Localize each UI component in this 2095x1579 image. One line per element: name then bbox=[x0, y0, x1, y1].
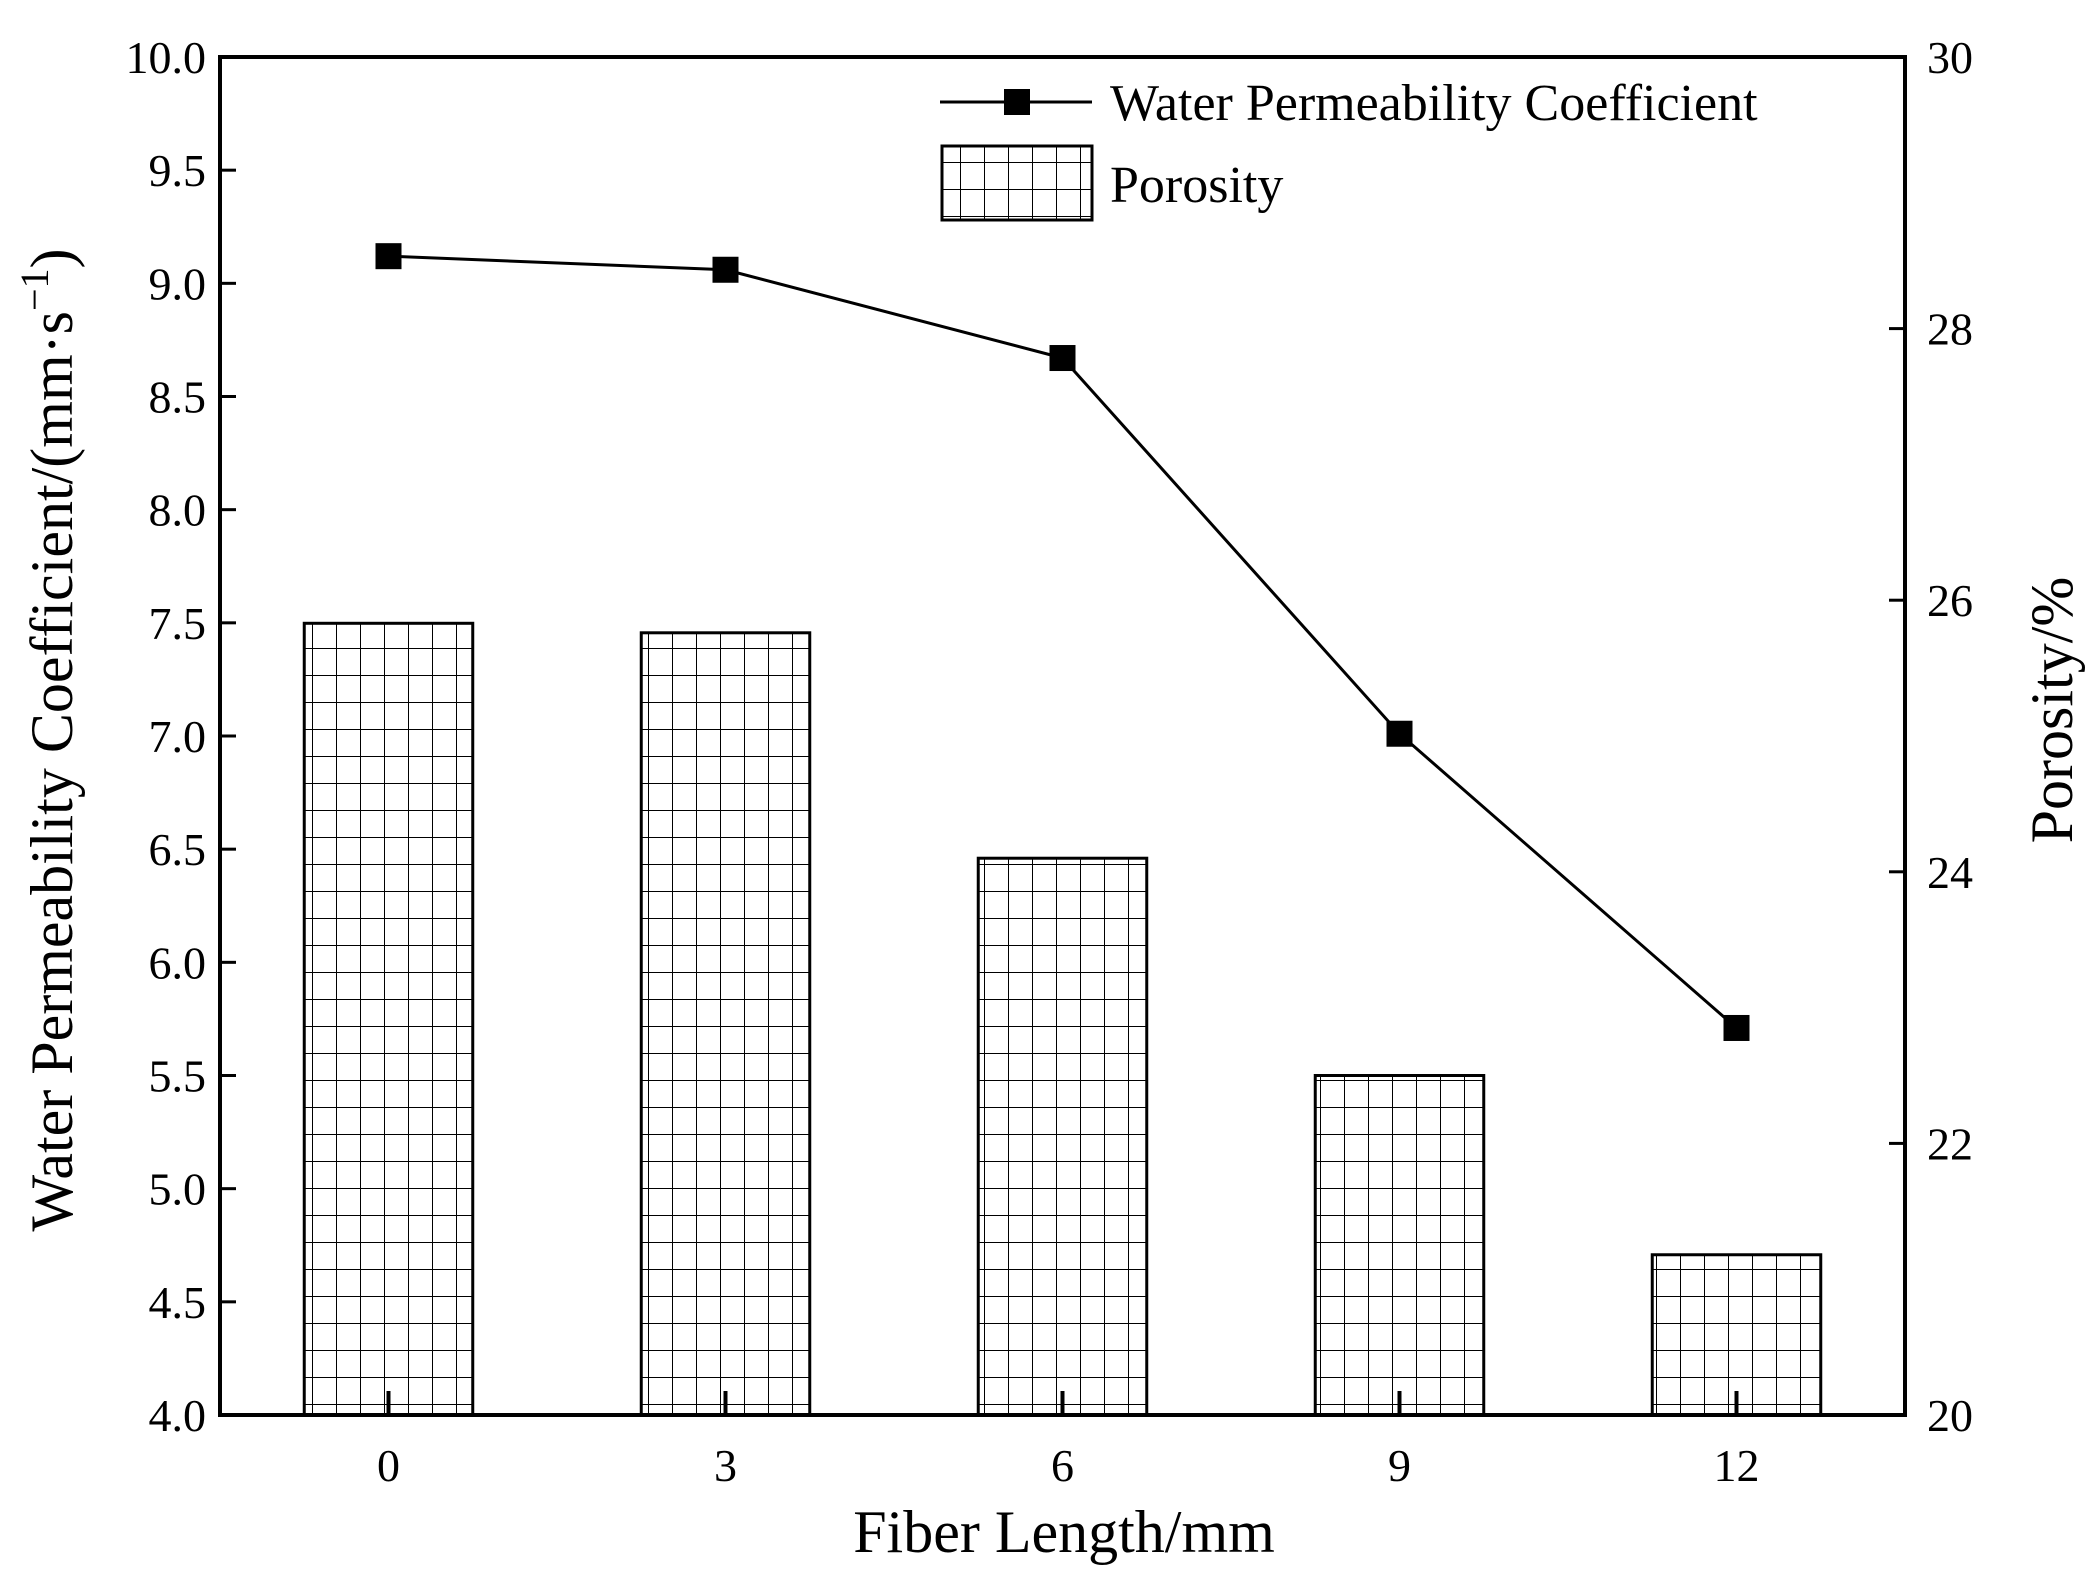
right-tick-label-30: 30 bbox=[1927, 32, 1973, 83]
porosity-bar-3 bbox=[639, 631, 812, 1417]
porosity-bars bbox=[302, 621, 1823, 1417]
left-tick-label-10.0: 10.0 bbox=[126, 32, 207, 83]
porosity-bar-12 bbox=[1650, 1253, 1823, 1417]
left-tick-label-4.0: 4.0 bbox=[149, 1390, 207, 1441]
porosity-bar-6 bbox=[976, 856, 1149, 1417]
right-tick-label-28: 28 bbox=[1927, 304, 1973, 355]
legend-square-marker bbox=[1004, 89, 1030, 115]
right-tick-label-20: 20 bbox=[1927, 1390, 1973, 1441]
left-tick-label-6.0: 6.0 bbox=[149, 937, 207, 988]
permeability-point-12 bbox=[1723, 1014, 1750, 1041]
left-tick-label-5.0: 5.0 bbox=[149, 1164, 207, 1215]
left-tick-label-4.5: 4.5 bbox=[149, 1277, 207, 1328]
left-tick-label-8.5: 8.5 bbox=[149, 372, 207, 423]
left-tick-label-5.5: 5.5 bbox=[149, 1051, 207, 1102]
right-tick-label-24: 24 bbox=[1927, 847, 1973, 898]
x-tick-label-0: 0 bbox=[377, 1440, 400, 1491]
left-tick-label-8.0: 8.0 bbox=[149, 485, 207, 536]
x-tick-label-9: 9 bbox=[1388, 1440, 1411, 1491]
permeability-series bbox=[375, 243, 1750, 1041]
left-tick-label-9.0: 9.0 bbox=[149, 258, 207, 309]
permeability-point-0 bbox=[375, 243, 402, 270]
right-tick-label-22: 22 bbox=[1927, 1118, 1973, 1169]
permeability-point-3 bbox=[712, 256, 739, 283]
legend-label-permeability: Water Permeability Coefficient bbox=[1110, 75, 1758, 132]
left-tick-label-9.5: 9.5 bbox=[149, 145, 207, 196]
legend-hatch-swatch bbox=[940, 144, 1094, 222]
x-axis-title: Fiber Length/mm bbox=[853, 1499, 1275, 1565]
left-y-axis-title: Water Permeability Coefficient/(mm·s−1) bbox=[12, 249, 85, 1232]
left-tick-label-7.0: 7.0 bbox=[149, 711, 207, 762]
porosity-bar-9 bbox=[1313, 1074, 1486, 1417]
permeability-point-9 bbox=[1386, 720, 1413, 747]
axes bbox=[218, 55, 1907, 1417]
legend: Water Permeability Coefficient Porosity bbox=[940, 75, 1758, 222]
x-tick-label-3: 3 bbox=[714, 1440, 737, 1491]
porosity-bar-0 bbox=[302, 621, 475, 1417]
axis-labels: 4.0 4.5 5.0 5.5 6.0 6.5 7.0 7.5 8.0 8.5 9.0 9.5 10.0… bbox=[126, 32, 1974, 1491]
x-tick-label-12: 12 bbox=[1714, 1440, 1760, 1491]
right-y-axis-title: Porosity/% bbox=[2019, 577, 2085, 844]
permeability-point-6 bbox=[1049, 345, 1076, 372]
right-tick-label-26: 26 bbox=[1927, 575, 1973, 626]
x-tick-label-6: 6 bbox=[1051, 1440, 1074, 1491]
left-tick-label-7.5: 7.5 bbox=[149, 598, 207, 649]
legend-label-porosity: Porosity bbox=[1110, 157, 1283, 214]
left-tick-label-6.5: 6.5 bbox=[149, 824, 207, 875]
